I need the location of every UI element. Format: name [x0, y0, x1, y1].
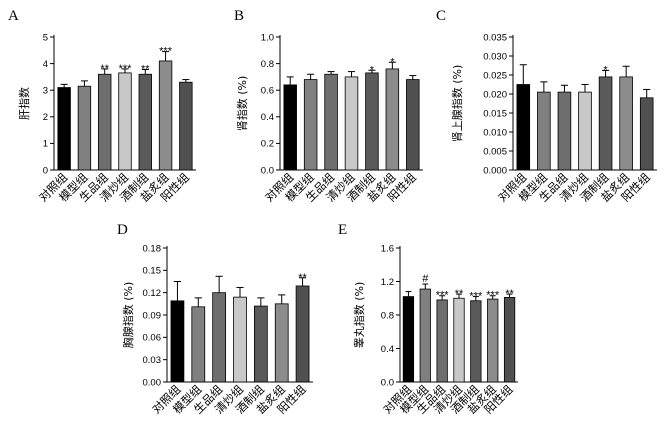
y-axis-label: 胸腺指数 (%)	[121, 282, 135, 349]
y-tick-label: 0.0	[261, 165, 274, 176]
significance-marker: *	[603, 64, 608, 76]
bar-4	[118, 72, 132, 171]
significance-marker: ***	[436, 290, 450, 302]
bar-2	[191, 306, 206, 383]
bar-2	[537, 91, 551, 171]
y-tick-label: 4	[43, 59, 48, 70]
bar-5	[598, 76, 613, 171]
significance-marker: **	[455, 288, 464, 300]
significance-marker: **	[505, 288, 514, 300]
bar-7	[503, 297, 516, 383]
bar-3	[324, 73, 338, 171]
bar-3	[557, 91, 572, 171]
bar-1	[170, 300, 185, 383]
y-tick-label: 0.010	[483, 127, 507, 138]
bar-6	[487, 298, 499, 383]
y-tick-label: 0.015	[483, 108, 507, 119]
y-tick-label: 0.030	[483, 51, 507, 62]
bar-5	[253, 305, 268, 383]
bar-7	[639, 97, 654, 171]
bar-3	[212, 292, 227, 383]
panel-a: A肝指数012345对照组模型组**生品组***清炒组**酒制组***盐炙组阳性…	[8, 8, 196, 205]
y-tick-label: 0.2	[261, 139, 274, 150]
y-tick-label: 0.000	[483, 165, 507, 176]
bar-5	[470, 300, 482, 383]
y-tick-label: 1.6	[381, 243, 394, 254]
y-tick-label: 0.15	[143, 266, 162, 277]
y-axis-label: 睾丸指数 (%)	[352, 282, 366, 349]
bar-2	[419, 288, 431, 383]
significance-marker: #	[422, 273, 429, 285]
y-tick-label: 0.035	[483, 32, 507, 43]
bar-5	[138, 73, 152, 171]
y-tick-label: 0.8	[261, 59, 274, 70]
significance-marker: **	[298, 272, 307, 284]
y-tick-label: 1.2	[381, 277, 394, 288]
bar-4	[578, 91, 592, 171]
bar-4	[453, 297, 465, 383]
y-tick-label: 0.6	[261, 86, 274, 97]
y-tick-label: 5	[43, 32, 48, 43]
significance-marker: ***	[486, 290, 500, 302]
y-tick-label: 0.4	[381, 344, 394, 355]
bar-7	[179, 81, 193, 171]
y-axis-label: 肝指数	[17, 87, 31, 120]
y-tick-label: 1	[43, 139, 48, 150]
y-tick-label: 0.06	[143, 333, 162, 344]
significance-marker: **	[141, 63, 150, 75]
panel-letter: A	[8, 8, 19, 24]
y-tick-label: 0.03	[143, 355, 162, 366]
panel-letter: C	[436, 8, 446, 24]
y-tick-label: 0.12	[143, 288, 162, 299]
y-tick-label: 0.025	[483, 70, 507, 81]
y-tick-label: 0	[43, 165, 48, 176]
panel-letter: D	[117, 222, 128, 238]
significance-marker: ***	[469, 291, 483, 303]
bar-4	[233, 296, 247, 383]
bar-2	[77, 85, 92, 171]
y-tick-label: 0.18	[143, 243, 162, 254]
bar-3	[436, 299, 448, 383]
y-tick-label: 0.020	[483, 89, 507, 100]
bar-2	[303, 79, 318, 171]
significance-marker: ***	[119, 63, 133, 75]
bar-6	[274, 303, 289, 383]
bar-1	[283, 84, 297, 171]
y-tick-label: 0.8	[381, 310, 394, 321]
y-tick-label: 3	[43, 86, 48, 97]
y-axis-label: 肾上腺指数 (%)	[450, 65, 464, 143]
significance-marker: *	[370, 64, 375, 76]
significance-marker: ***	[159, 46, 173, 58]
y-tick-label: 0.09	[143, 310, 162, 321]
significance-marker: *	[390, 56, 395, 68]
bar-3	[98, 73, 112, 171]
bar-4	[344, 76, 359, 171]
y-tick-label: 0.0	[381, 377, 394, 388]
panel-c: C 肾上腺指数 (%) 0.000 0.005 0.010 0.015 0.020 0.025…	[436, 8, 657, 205]
bar-7	[295, 285, 310, 383]
bar-6	[385, 68, 400, 171]
y-axis-label: 肾指数 (%)	[235, 76, 249, 132]
bar-1	[516, 84, 531, 171]
y-tick-label: 0.4	[261, 112, 274, 123]
y-tick-label: 0.005	[483, 146, 507, 157]
y-tick-label: 1.0	[261, 32, 274, 43]
bar-6	[619, 76, 633, 171]
y-tick-label: 2	[43, 112, 48, 123]
y-tick-label: 0.00	[143, 377, 162, 388]
panel-letter: B	[234, 8, 244, 24]
bar-1	[402, 296, 415, 383]
bar-5	[365, 72, 379, 171]
panel-letter: E	[338, 222, 347, 238]
bar-6	[158, 60, 173, 171]
bar-7	[406, 79, 420, 171]
significance-marker: **	[100, 63, 109, 75]
bar-1	[57, 87, 71, 171]
